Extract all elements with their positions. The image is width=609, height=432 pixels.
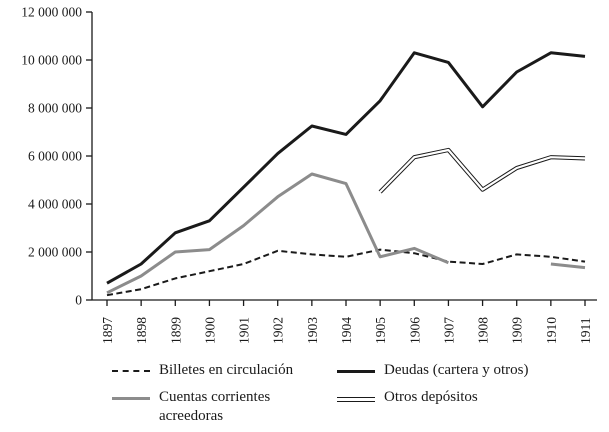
x-tick-label: 1901 (237, 317, 252, 344)
double-line-sample (337, 396, 375, 402)
y-tick-label: 4 000 000 (28, 197, 82, 212)
legend: Billetes en circulación Deudas (cartera … (112, 361, 609, 425)
series-line-solid-black-thick (106, 51, 586, 285)
x-tick-label: 1907 (441, 317, 456, 344)
y-tick-label: 8 000 000 (28, 101, 82, 116)
x-tick-label: 1899 (168, 317, 183, 344)
x-tick-label: 1904 (339, 317, 354, 344)
x-tick-label: 1900 (202, 317, 217, 344)
legend-item-otros: Otros depósitos (337, 388, 609, 426)
legend-label-otros: Otros depósitos (384, 388, 478, 405)
legend-label-deudas: Deudas (cartera y otros) (384, 362, 529, 378)
x-tick-label: 1897 (100, 317, 115, 344)
y-tick-label: 6 000 000 (28, 149, 82, 164)
x-tick-label: 1905 (373, 317, 388, 344)
legend-item-billetes: Billetes en circulación (112, 361, 327, 380)
y-tick-label: 0 (75, 293, 82, 308)
x-tick-label: 1909 (510, 317, 525, 344)
series-line-solid-gray-thick (550, 262, 586, 270)
legend-label-billetes: Billetes en circulación (159, 362, 294, 378)
solid-gray-line-sample (112, 396, 150, 400)
x-tick-label: 1902 (271, 317, 286, 344)
solid-black-line-sample (337, 370, 375, 373)
y-tick-label: 2 000 000 (28, 245, 82, 260)
series-line-double-line (379, 148, 586, 193)
series-line-dashed-black (106, 248, 586, 297)
series-line-solid-gray-thick (106, 172, 449, 295)
dashed-line-sample (112, 370, 150, 372)
x-tick-label: 1906 (407, 317, 422, 344)
x-tick-label: 1903 (305, 317, 320, 344)
x-tick-label: 1910 (544, 317, 559, 344)
legend-item-deudas: Deudas (cartera y otros) (337, 361, 609, 380)
y-tick-label: 12 000 000 (21, 5, 82, 20)
legend-label-cuentas: Cuentas corrientes acreedoras (159, 388, 271, 424)
legend-item-cuentas: Cuentas corrientes acreedoras (112, 388, 327, 426)
x-tick-label: 1911 (578, 318, 593, 345)
x-tick-label: 1908 (476, 317, 491, 344)
y-tick-label: 10 000 000 (21, 53, 82, 68)
x-tick-label: 1898 (134, 317, 149, 344)
line-chart-svg: 0 2 000 000 4 000 000 6 000 000 8 000 000 10 … (21, 5, 597, 345)
